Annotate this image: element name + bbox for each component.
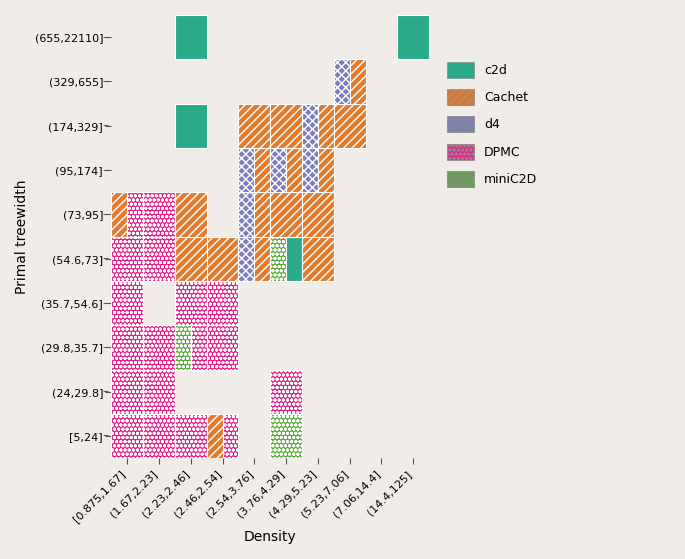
Text: –: – (102, 208, 109, 221)
Bar (112, 369, 143, 414)
Bar (334, 59, 349, 103)
Bar (318, 148, 334, 192)
Bar (349, 59, 366, 103)
Text: –: – (102, 341, 109, 354)
Bar (175, 15, 207, 59)
Bar (207, 236, 238, 281)
Bar (143, 236, 175, 281)
Y-axis label: Primal treewidth: Primal treewidth (15, 179, 29, 294)
Bar (143, 192, 175, 236)
Bar (112, 414, 143, 458)
Bar (271, 103, 302, 148)
Text: –: – (102, 164, 109, 177)
Bar (271, 192, 302, 236)
Bar (271, 414, 302, 458)
Bar (112, 236, 143, 281)
Text: –: – (102, 75, 109, 88)
Bar (318, 103, 334, 148)
Bar (302, 148, 318, 192)
Legend: c2d, Cachet, d4, DPMC, miniC2D: c2d, Cachet, d4, DPMC, miniC2D (442, 56, 543, 192)
Bar (302, 236, 334, 281)
Bar (271, 369, 302, 414)
Text: –: – (102, 31, 109, 44)
Bar (238, 192, 254, 236)
Bar (397, 15, 429, 59)
Bar (207, 414, 223, 458)
Bar (238, 236, 254, 281)
Bar (271, 236, 286, 281)
Text: –: – (102, 297, 109, 310)
Bar (286, 148, 302, 192)
Bar (191, 325, 207, 369)
Text: –: – (102, 252, 109, 265)
Bar (223, 414, 238, 458)
Bar (175, 325, 191, 369)
Text: –: – (102, 119, 109, 132)
Bar (334, 103, 366, 148)
Bar (143, 414, 175, 458)
Bar (143, 325, 175, 369)
Bar (175, 103, 207, 148)
Bar (302, 192, 334, 236)
Bar (175, 281, 207, 325)
Bar (238, 148, 254, 192)
Bar (207, 281, 238, 325)
Bar (127, 192, 143, 236)
Bar (175, 192, 207, 236)
Bar (112, 281, 143, 325)
Bar (175, 236, 207, 281)
Bar (254, 148, 271, 192)
X-axis label: Density: Density (244, 530, 297, 544)
Bar (207, 325, 238, 369)
Bar (302, 103, 318, 148)
Bar (271, 148, 286, 192)
Bar (254, 236, 271, 281)
Bar (112, 325, 143, 369)
Bar (112, 192, 127, 236)
Bar (254, 192, 271, 236)
Bar (143, 369, 175, 414)
Bar (238, 103, 271, 148)
Text: –: – (102, 429, 109, 443)
Bar (175, 414, 207, 458)
Text: –: – (102, 385, 109, 398)
Bar (286, 236, 302, 281)
